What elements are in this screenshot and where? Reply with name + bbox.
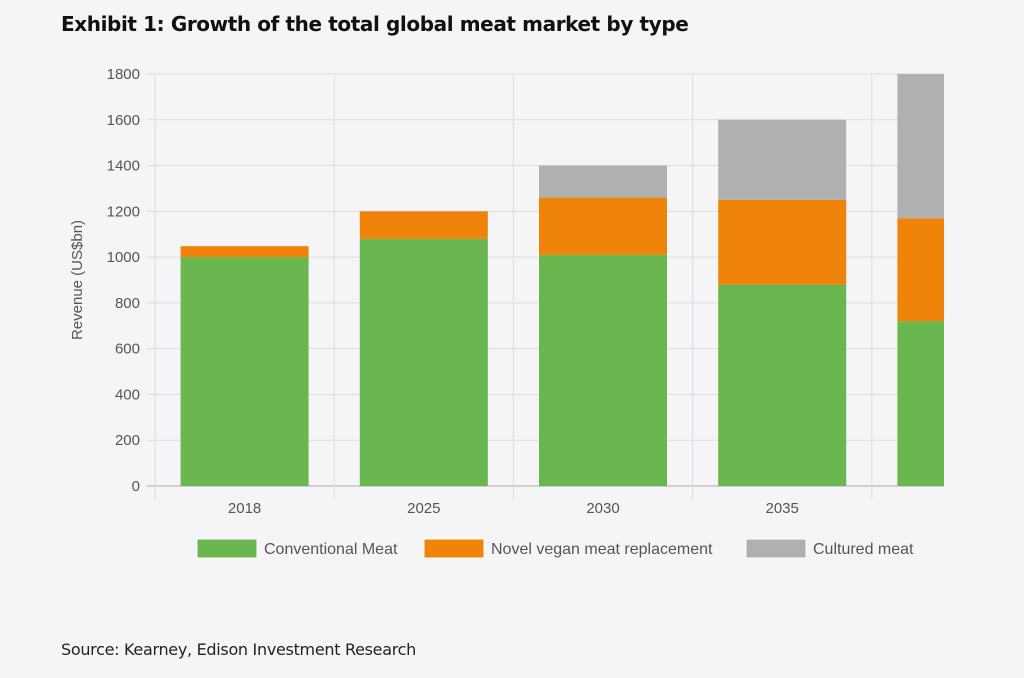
y-axis-label: Revenue (US$bn): [69, 220, 86, 340]
bar-segment-conventional-meat[interactable]: [718, 284, 847, 486]
y-tick-label: 0: [132, 478, 140, 495]
bar-segment-novel-vegan-meat-replacement[interactable]: [897, 218, 1024, 322]
x-tick-label: 2040: [945, 500, 978, 517]
legend-swatch: [196, 538, 258, 559]
x-tick-label: 2030: [586, 500, 619, 517]
legend-label[interactable]: Novel vegan meat replacement: [491, 541, 713, 558]
x-tick-label: 2018: [228, 500, 261, 517]
bar-segment-conventional-meat[interactable]: [539, 254, 667, 486]
bar-segment-conventional-meat[interactable]: [359, 238, 488, 486]
y-tick-label: 1000: [107, 249, 140, 266]
legend-label[interactable]: Cultured meat: [813, 541, 914, 558]
bar-segment-cultured-meat[interactable]: [897, 74, 1024, 219]
source-note: Source: Kearney, Edison Investment Resea…: [61, 640, 416, 659]
legend-label[interactable]: Conventional Meat: [264, 541, 398, 558]
y-tick-label: 1800: [107, 66, 140, 83]
y-tick-label: 1200: [107, 203, 140, 220]
bar-segment-conventional-meat[interactable]: [180, 257, 309, 486]
legend-swatch: [745, 538, 807, 559]
bar-segment-novel-vegan-meat-replacement[interactable]: [180, 246, 309, 258]
y-tick-label: 200: [115, 432, 140, 449]
bar-segment-novel-vegan-meat-replacement[interactable]: [539, 197, 667, 255]
x-tick-label: 2025: [407, 500, 440, 517]
bar-segment-cultured-meat[interactable]: [539, 165, 667, 198]
y-tick-label: 1600: [107, 112, 140, 129]
bar-segment-novel-vegan-meat-replacement[interactable]: [359, 211, 488, 239]
bar-segment-novel-vegan-meat-replacement[interactable]: [718, 199, 847, 285]
legend-swatch: [423, 538, 485, 559]
bar-segment-conventional-meat[interactable]: [897, 321, 1024, 486]
x-tick-label: 2035: [766, 500, 799, 517]
plot-area: 2018 2025 2030 2035 2040: [147, 73, 1024, 517]
y-tick-label: 1400: [107, 158, 140, 175]
bar-segment-cultured-meat[interactable]: [718, 119, 847, 200]
y-tick-label: 400: [115, 386, 140, 403]
y-tick-label: 600: [115, 341, 140, 358]
y-tick-label: 800: [115, 295, 140, 312]
chart-title: Exhibit 1: Growth of the total global me…: [61, 12, 689, 36]
